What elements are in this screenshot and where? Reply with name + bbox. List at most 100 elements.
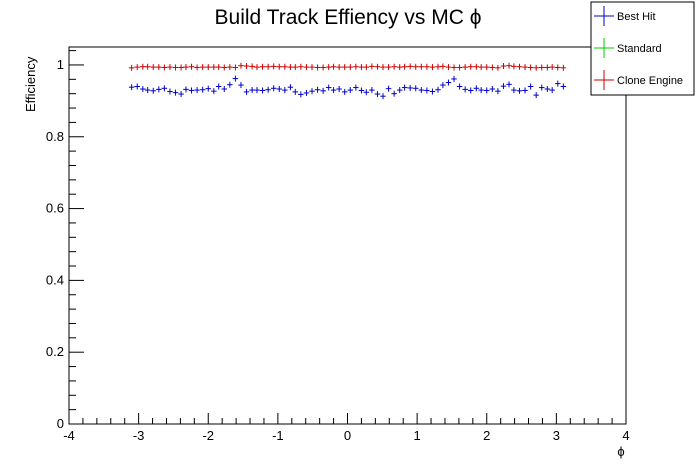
clone-engine-point xyxy=(134,64,140,71)
clone-engine-point xyxy=(358,64,365,71)
clone-engine-point xyxy=(353,63,359,70)
clone-engine-point xyxy=(320,64,326,71)
legend-label-best-hit: Best Hit xyxy=(617,11,656,23)
x-tick-label: 2 xyxy=(483,428,490,443)
best-hit-point xyxy=(178,91,184,98)
clone-engine-point xyxy=(407,63,413,70)
y-tick-label: 1 xyxy=(57,57,64,72)
best-hit-point xyxy=(347,87,354,94)
best-hit-point xyxy=(309,88,315,95)
best-hit-point xyxy=(265,86,271,93)
clone-engine-point xyxy=(473,63,480,70)
best-hit-point xyxy=(539,84,545,91)
clone-engine-point xyxy=(468,63,474,70)
clone-engine-point xyxy=(516,63,523,70)
best-hit-point xyxy=(336,86,342,93)
clone-engine-point xyxy=(254,64,260,71)
best-hit-point xyxy=(369,87,375,94)
series-layer xyxy=(128,62,567,100)
best-hit-point xyxy=(254,87,260,94)
x-tick-label: 0 xyxy=(344,428,351,443)
best-hit-point xyxy=(544,86,551,93)
clone-engine-point xyxy=(522,64,528,71)
best-hit-point xyxy=(380,93,386,100)
best-hit-point xyxy=(183,86,189,93)
x-tick-label: -1 xyxy=(272,428,284,443)
clone-engine-point xyxy=(489,64,496,71)
clone-engine-point xyxy=(445,64,452,71)
clone-engine-point xyxy=(435,63,441,70)
x-tick-label: 4 xyxy=(622,428,629,443)
best-hit-point xyxy=(128,84,135,91)
chart-title: Build Track Effiency vs MC ϕ xyxy=(215,6,482,29)
best-hit-point xyxy=(396,87,403,94)
y-tick-label: 0.2 xyxy=(46,344,64,359)
best-hit-point xyxy=(232,75,239,82)
best-hit-point xyxy=(199,86,206,93)
clone-engine-point xyxy=(424,63,430,70)
clone-engine-point xyxy=(221,64,227,71)
best-hit-point xyxy=(167,88,173,95)
x-tick-label: -3 xyxy=(133,428,145,443)
clone-engine-point xyxy=(199,64,206,71)
clone-engine-point xyxy=(429,64,436,71)
clone-engine-point xyxy=(150,64,156,71)
best-hit-point xyxy=(353,84,359,91)
x-tick-label: 3 xyxy=(553,428,560,443)
best-hit-point xyxy=(363,89,370,96)
clone-engine-point xyxy=(549,64,555,71)
clone-engine-point xyxy=(309,64,315,71)
best-hit-point xyxy=(391,90,397,97)
clone-engine-point xyxy=(385,64,392,71)
best-hit-point xyxy=(385,85,392,92)
best-hit-point xyxy=(259,87,266,94)
clone-engine-point xyxy=(232,64,239,71)
clone-engine-point xyxy=(140,63,146,70)
best-hit-point xyxy=(424,87,430,94)
best-hit-point xyxy=(429,88,436,95)
best-hit-point xyxy=(238,82,244,89)
best-hit-point xyxy=(489,86,496,93)
clone-engine-point xyxy=(183,64,189,71)
best-hit-point xyxy=(341,88,348,95)
clone-engine-point xyxy=(243,63,250,70)
clone-engine-point xyxy=(396,64,403,71)
best-hit-point xyxy=(134,83,140,90)
clone-engine-point xyxy=(188,63,195,70)
best-hit-point xyxy=(303,89,310,96)
clone-engine-point xyxy=(539,64,545,71)
clone-engine-point xyxy=(533,64,539,71)
clone-engine-point xyxy=(161,64,168,71)
clone-engine-point xyxy=(456,64,463,71)
clone-engine-point xyxy=(227,64,233,71)
clone-engine-point xyxy=(341,64,348,71)
best-hit-point xyxy=(473,85,480,92)
x-tick-label: 1 xyxy=(414,428,421,443)
best-hit-point xyxy=(161,85,168,92)
best-hit-point xyxy=(314,86,321,93)
clone-engine-point xyxy=(205,64,211,71)
best-hit-point xyxy=(511,87,517,94)
best-hit-point xyxy=(522,87,528,94)
best-hit-point xyxy=(211,88,217,95)
best-hit-point xyxy=(516,87,523,94)
best-hit-point xyxy=(205,85,211,92)
best-hit-point xyxy=(495,88,501,95)
best-hit-point xyxy=(194,87,200,94)
clone-engine-point xyxy=(401,63,408,70)
y-tick-label: 0.6 xyxy=(46,201,64,216)
best-hit-point xyxy=(249,87,255,94)
clone-engine-point xyxy=(511,63,517,70)
best-hit-point xyxy=(227,81,233,88)
clone-engine-point xyxy=(506,62,512,69)
clone-engine-point xyxy=(128,64,135,71)
clone-engine-point xyxy=(292,64,299,71)
best-hit-point xyxy=(144,87,151,94)
clone-engine-point xyxy=(440,63,446,70)
best-hit-point xyxy=(484,87,490,94)
best-hit-point xyxy=(292,88,299,95)
clone-engine-point xyxy=(325,64,332,71)
clone-engine-point xyxy=(194,64,200,71)
clone-engine-point xyxy=(178,64,184,71)
